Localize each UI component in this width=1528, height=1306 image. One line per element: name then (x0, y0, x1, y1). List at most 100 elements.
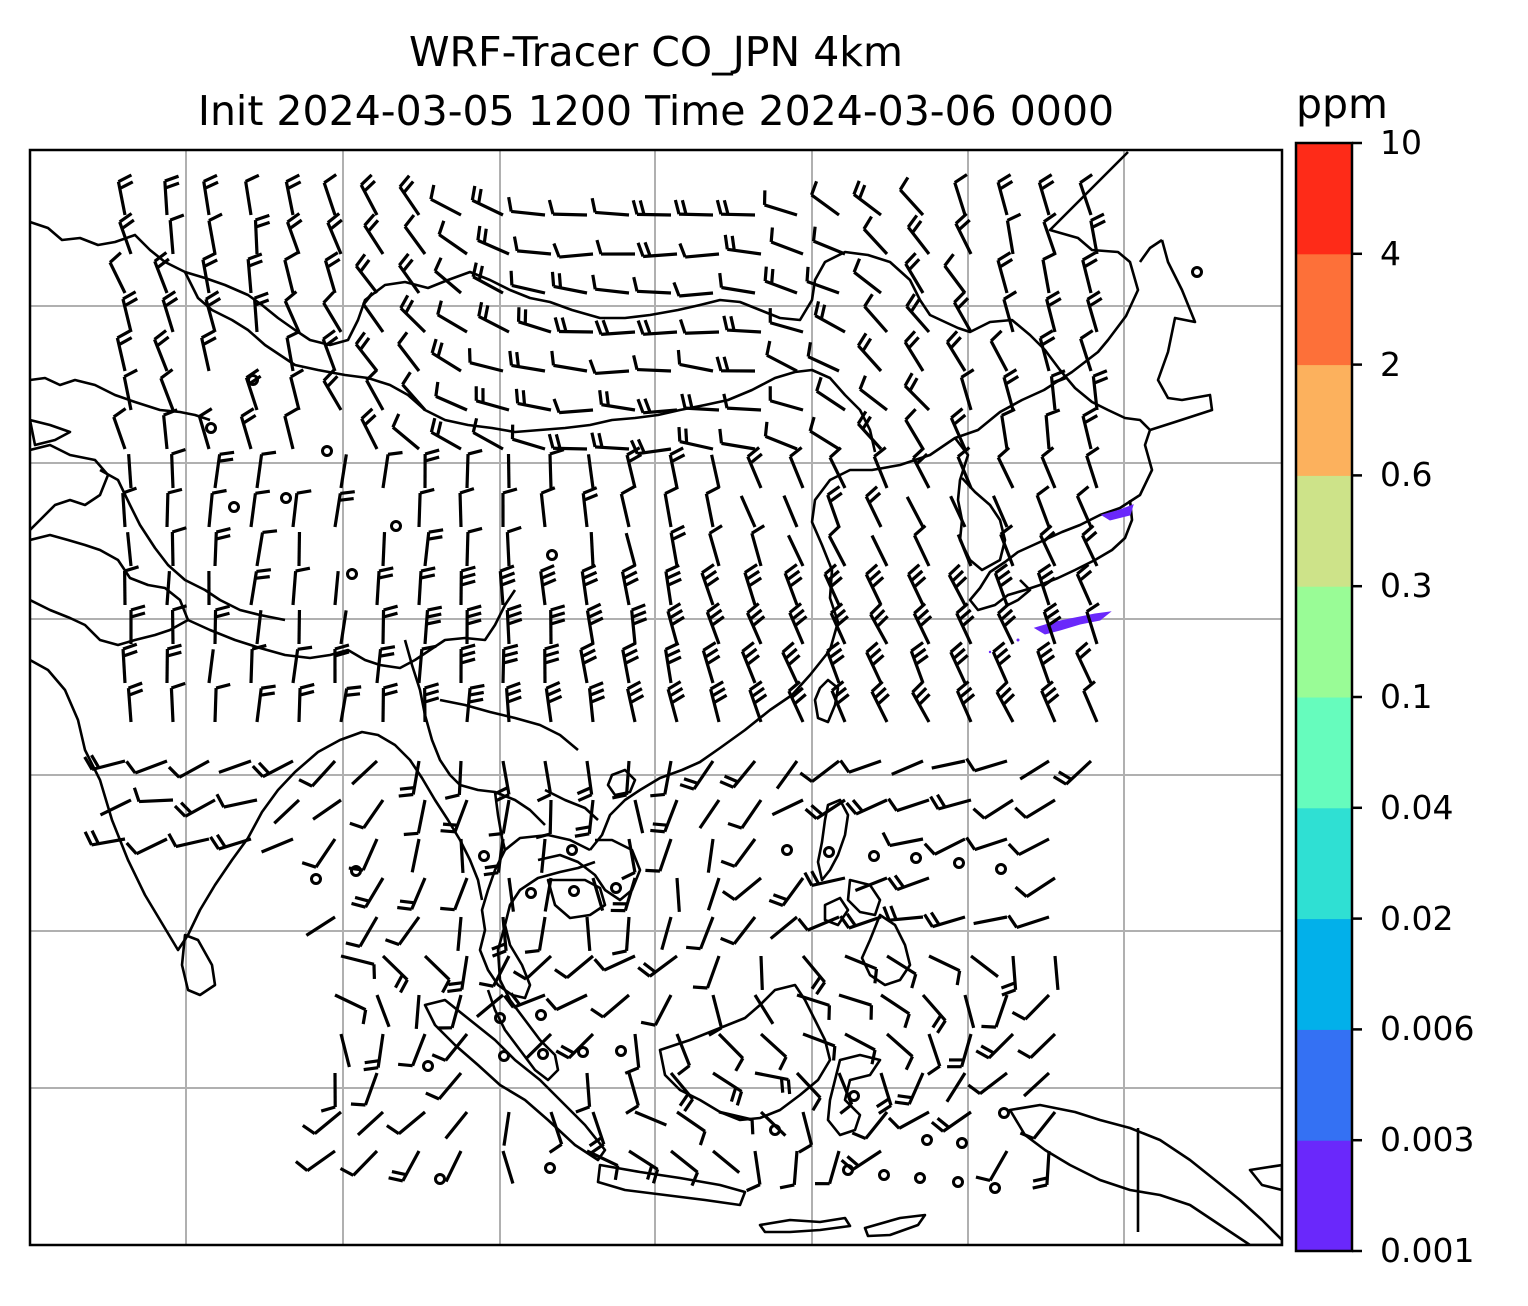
wind-barb (808, 416, 840, 451)
wind-barb (624, 1033, 641, 1075)
wind-barb (429, 417, 462, 451)
wind-barb (359, 173, 379, 216)
wind-barb (763, 421, 798, 451)
wind-barb (610, 877, 637, 913)
wind-barb (1035, 485, 1051, 528)
wind-barb (339, 610, 348, 645)
wind-barb (381, 682, 398, 723)
wind-barb (397, 1033, 427, 1068)
wind-barb (903, 330, 925, 372)
calm-wind-circle (350, 865, 362, 877)
wind-barb (930, 1110, 972, 1133)
wind-barb (543, 877, 553, 912)
wind-barb (670, 1149, 700, 1187)
calm-wind-circle (537, 1048, 549, 1060)
wind-barb (333, 570, 340, 606)
wind-barb (1000, 955, 1018, 997)
wind-barb (712, 1071, 744, 1106)
wind-barb (323, 251, 341, 294)
wind-barb (512, 236, 552, 256)
wind-barb (349, 799, 385, 830)
wind-barb (321, 329, 339, 372)
wind-barb (375, 994, 391, 1028)
wind-barb (401, 371, 427, 412)
wind-barb (700, 563, 720, 606)
calm-wind-markers (205, 266, 1203, 1194)
wind-barb (493, 760, 511, 803)
wind-barb (474, 386, 510, 412)
calm-wind-circle (525, 887, 537, 899)
wind-barb (477, 301, 510, 334)
wind-barb (1011, 993, 1051, 1021)
wind-barb (417, 644, 437, 684)
wind-barb (294, 1149, 336, 1172)
calm-wind-circle (995, 863, 1007, 875)
wind-barb (885, 1032, 914, 1071)
wind-barb (283, 290, 301, 333)
wind-barb (362, 291, 385, 333)
wind-barb (677, 426, 714, 451)
wind-barb (1075, 485, 1093, 528)
wind-barb (397, 331, 421, 372)
wind-barb (398, 760, 421, 798)
wind-barb (1007, 914, 1050, 930)
wind-barb (440, 799, 469, 834)
wind-barb (1049, 369, 1067, 411)
wind-barb (803, 870, 846, 888)
wind-barb (574, 799, 595, 838)
wind-barb (543, 643, 560, 684)
wind-barb (838, 993, 874, 1020)
wind-barb (213, 604, 231, 645)
wind-barb (509, 270, 546, 295)
wind-barb (815, 1150, 841, 1186)
wind-barb (954, 212, 973, 255)
wind-barb (298, 759, 337, 788)
colorbar-tick-label: 0.6 (1380, 455, 1433, 495)
wind-barb (633, 799, 645, 834)
wind-barb (478, 955, 511, 988)
wind-barb (465, 448, 483, 489)
wind-barb (580, 563, 599, 606)
wind-barb (127, 453, 133, 489)
chart-subtitle: Init 2024-03-05 1200 Time 2024-03-06 000… (197, 87, 1115, 135)
calm-wind-circle (823, 846, 835, 858)
wind-barb (159, 368, 175, 411)
wind-barb (476, 225, 510, 256)
calm-wind-circle (998, 1107, 1010, 1119)
wind-barb (711, 1149, 741, 1174)
wind-barb (709, 680, 728, 723)
wind-barb (862, 215, 889, 256)
wind-barb (423, 682, 440, 723)
wind-barb (798, 1111, 814, 1154)
map-frame (28, 148, 1284, 1247)
wind-barb (1032, 1150, 1051, 1190)
wind-barb (796, 993, 831, 1020)
wind-barb (1085, 290, 1103, 333)
colorbar-tick-label: 0.006 (1380, 1009, 1475, 1049)
wind-barb (575, 1072, 592, 1114)
wind-barb (301, 838, 337, 869)
wind-barb (1078, 173, 1094, 216)
wind-barb (880, 993, 911, 1029)
wind-barb (769, 227, 804, 256)
wind-barb (692, 955, 721, 990)
wind-barb (129, 604, 146, 645)
wind-barb (943, 253, 967, 294)
wind-barb (465, 526, 483, 567)
colorbar-segment (1296, 586, 1352, 698)
wind-barb (923, 837, 966, 856)
wind-barb (706, 838, 715, 873)
wind-barb (771, 798, 804, 817)
wind-barb (963, 994, 976, 1029)
wind-barb (122, 368, 138, 411)
wind-barb (348, 838, 379, 872)
wind-barb (805, 266, 840, 295)
wind-barb (284, 173, 302, 216)
colorbar-segment (1296, 475, 1352, 587)
wind-barb (423, 605, 443, 645)
wind-barb (1005, 212, 1022, 255)
wind-barb (759, 955, 764, 991)
wind-barb (621, 838, 637, 881)
wind-barb (1089, 212, 1106, 255)
